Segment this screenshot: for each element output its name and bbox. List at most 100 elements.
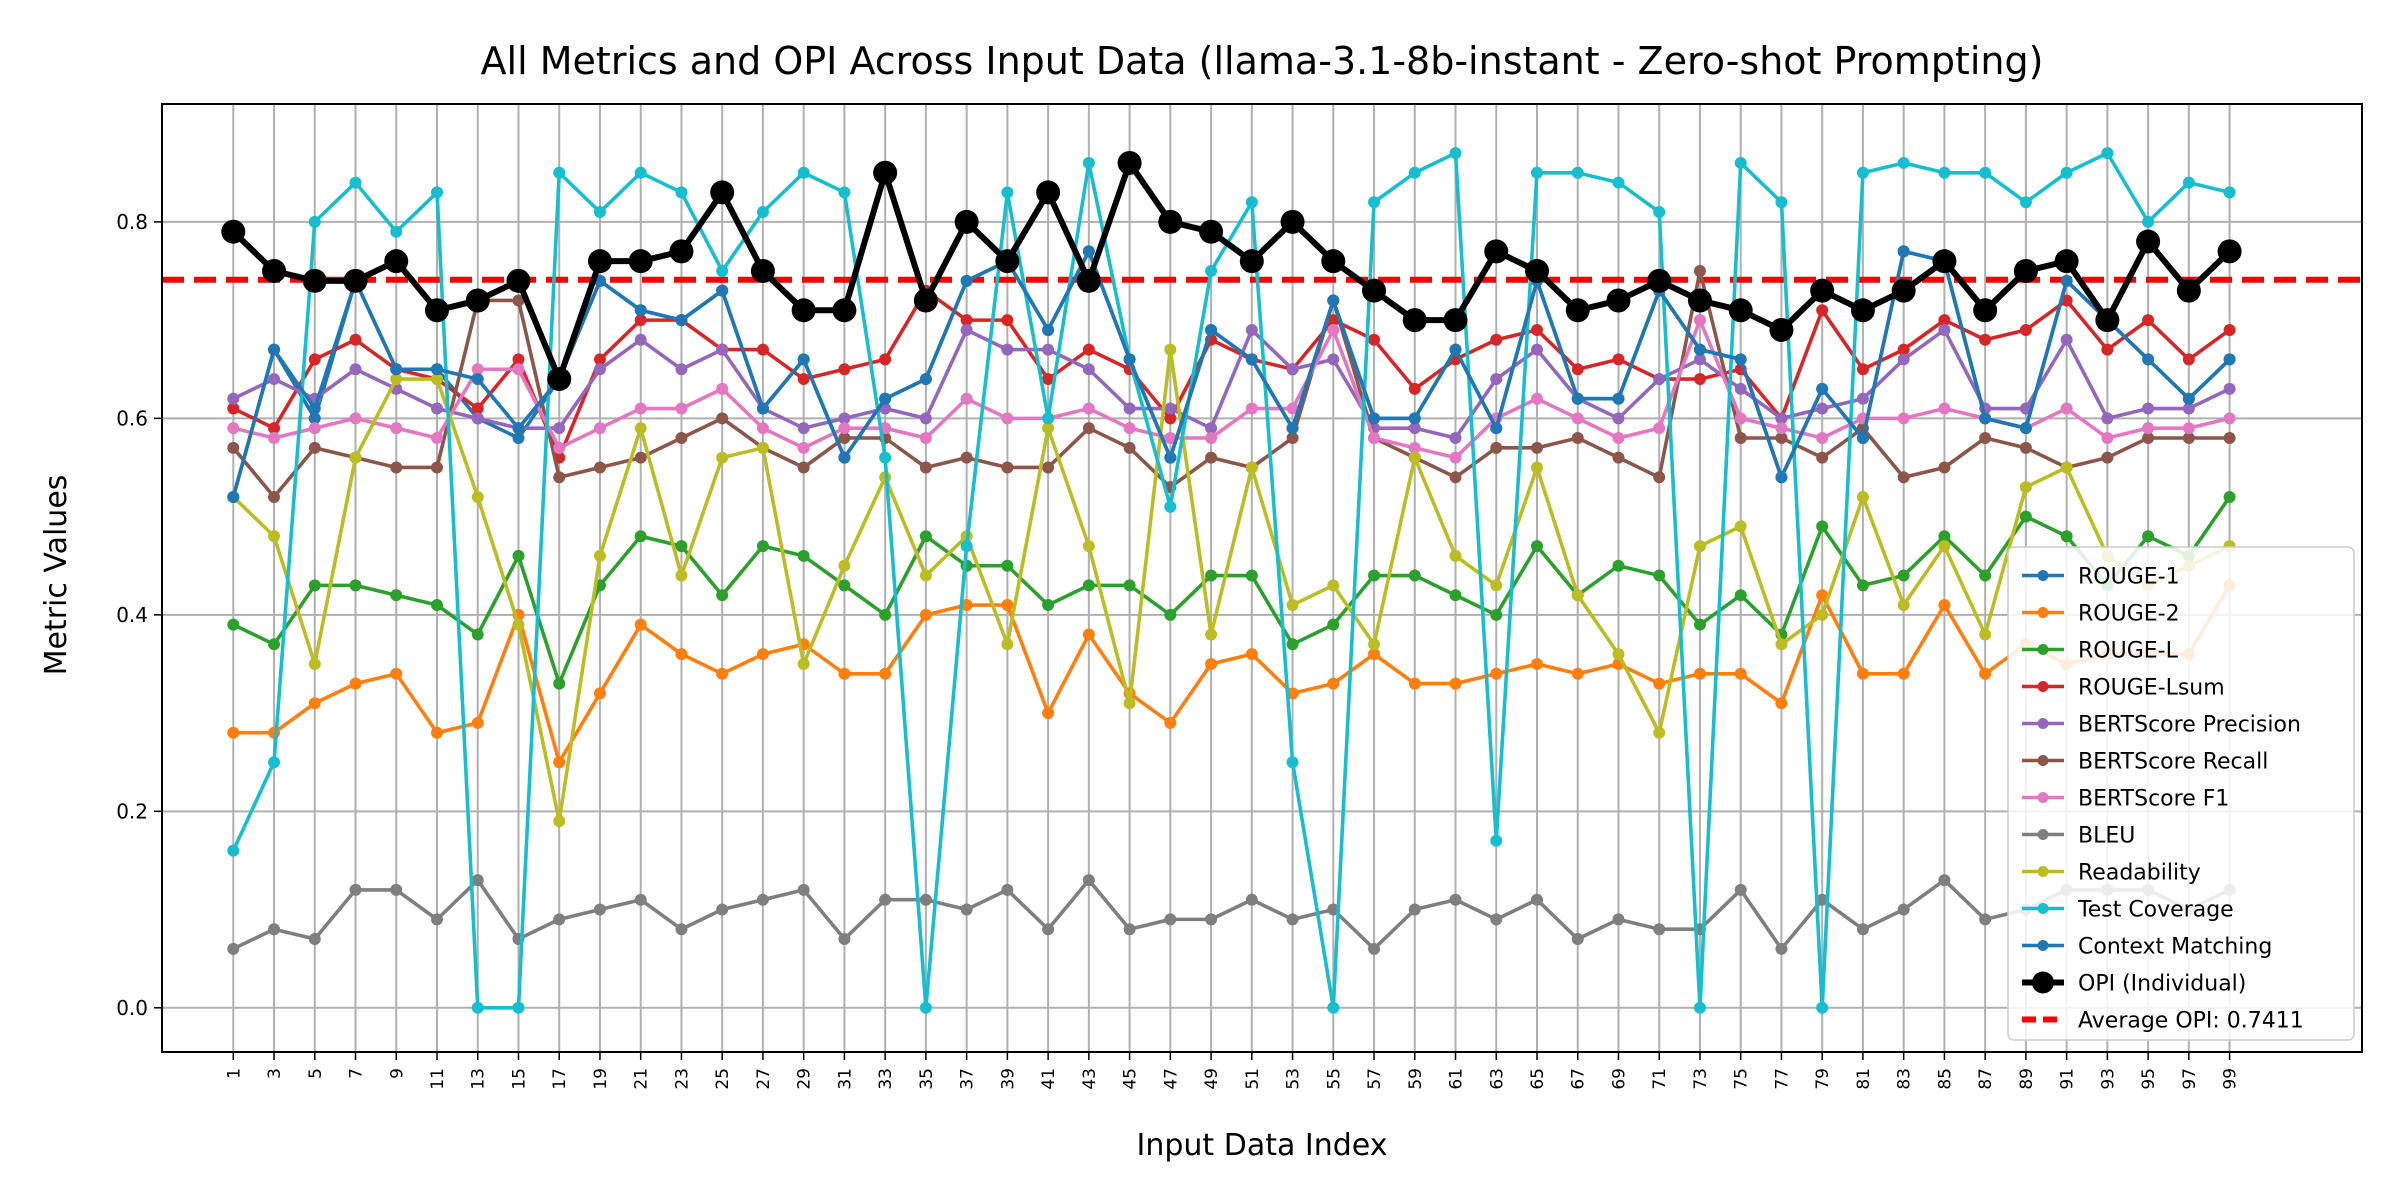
- x-tick-label: 89: [2017, 1068, 2037, 1090]
- y-axis-label: Metric Values: [39, 475, 74, 676]
- x-tick-label: 79: [1813, 1068, 1833, 1090]
- data-point: [1938, 874, 1951, 887]
- data-point: [1856, 667, 1869, 680]
- data-point: [1321, 249, 1346, 274]
- data-point: [268, 638, 281, 651]
- data-point: [1001, 343, 1014, 356]
- data-point: [1408, 166, 1421, 179]
- data-point: [425, 298, 449, 323]
- data-point: [1286, 422, 1299, 435]
- data-point: [1408, 412, 1421, 425]
- data-point: [512, 353, 525, 366]
- data-point: [1239, 249, 1264, 274]
- data-point: [1042, 373, 1055, 386]
- data-point: [553, 166, 566, 179]
- data-point: [1490, 579, 1503, 592]
- data-point: [1082, 156, 1095, 169]
- data-point: [1280, 209, 1305, 234]
- data-point: [879, 893, 892, 906]
- x-tick-label: 59: [1406, 1068, 1426, 1090]
- series-line: [232, 347, 2231, 823]
- data-point: [960, 314, 973, 327]
- data-point: [471, 716, 484, 729]
- data-point: [2217, 239, 2242, 264]
- data-point: [1205, 657, 1218, 670]
- data-point: [756, 441, 769, 454]
- data-point: [1571, 667, 1584, 680]
- data-point: [1850, 298, 1875, 323]
- data-point: [1525, 259, 1549, 284]
- data-point: [1653, 726, 1666, 739]
- data-point: [1856, 392, 1869, 405]
- data-point: [1816, 304, 1829, 317]
- series-line: [233, 584, 2232, 764]
- data-point: [797, 353, 810, 366]
- data-point: [349, 176, 362, 189]
- data-point: [227, 490, 240, 503]
- data-point: [1490, 333, 1503, 346]
- data-point: [1897, 353, 1910, 366]
- data-point: [1327, 579, 1340, 592]
- data-point: [1164, 402, 1177, 415]
- data-point: [2142, 215, 2155, 228]
- data-point: [593, 903, 606, 916]
- data-point: [431, 373, 443, 386]
- x-tick-label: 65: [1528, 1068, 1548, 1090]
- data-point: [268, 490, 281, 503]
- data-point: [471, 628, 484, 641]
- data-point: [1810, 278, 1835, 303]
- x-tick-label: 55: [1324, 1068, 1344, 1090]
- data-point: [1531, 461, 1543, 474]
- data-point: [1653, 206, 1666, 219]
- data-point: [308, 402, 321, 415]
- data-point: [227, 441, 240, 454]
- data-point: [797, 166, 810, 179]
- data-point: [1164, 412, 1177, 425]
- data-point: [1042, 343, 1055, 356]
- data-point: [879, 392, 892, 405]
- data-point: [995, 249, 1020, 274]
- data-point: [1042, 599, 1055, 612]
- data-point: [1490, 667, 1503, 680]
- series-9: [227, 147, 2236, 1014]
- data-point: [2095, 308, 2120, 333]
- data-point: [634, 333, 647, 346]
- data-point: [797, 461, 810, 474]
- data-point: [1897, 471, 1910, 484]
- data-point: [716, 589, 729, 602]
- data-point: [716, 284, 729, 297]
- data-point: [1653, 569, 1666, 582]
- data-point: [1531, 323, 1543, 336]
- data-point: [553, 441, 566, 454]
- legend-entry: BERTScore Precision: [2022, 713, 2301, 738]
- data-point: [1653, 422, 1666, 435]
- data-point: [1327, 1001, 1340, 1014]
- data-point: [750, 259, 775, 284]
- data-point: [2142, 432, 2155, 445]
- data-point: [2101, 451, 2114, 464]
- data-point: [1001, 186, 1014, 199]
- data-point: [308, 422, 321, 435]
- legend-swatch-marker: [2037, 718, 2049, 729]
- data-point: [431, 402, 443, 415]
- data-point: [268, 343, 281, 356]
- data-point: [1001, 412, 1014, 425]
- data-point: [1042, 707, 1055, 720]
- legend-swatch-marker: [2037, 866, 2049, 877]
- x-tick-label: 95: [2139, 1068, 2159, 1090]
- data-point: [1490, 608, 1503, 621]
- data-point: [1693, 667, 1706, 680]
- data-point: [471, 490, 484, 503]
- data-point: [1245, 323, 1258, 336]
- data-point: [1775, 638, 1788, 651]
- data-point: [1734, 589, 1747, 602]
- series-group: [221, 147, 2242, 1014]
- data-point: [1164, 608, 1177, 621]
- data-point: [1245, 402, 1258, 415]
- data-point: [1368, 569, 1381, 582]
- data-point: [308, 215, 321, 228]
- data-point: [2142, 422, 2155, 435]
- data-point: [2223, 186, 2236, 199]
- data-point: [390, 373, 403, 386]
- x-tick-label: 69: [1609, 1068, 1629, 1090]
